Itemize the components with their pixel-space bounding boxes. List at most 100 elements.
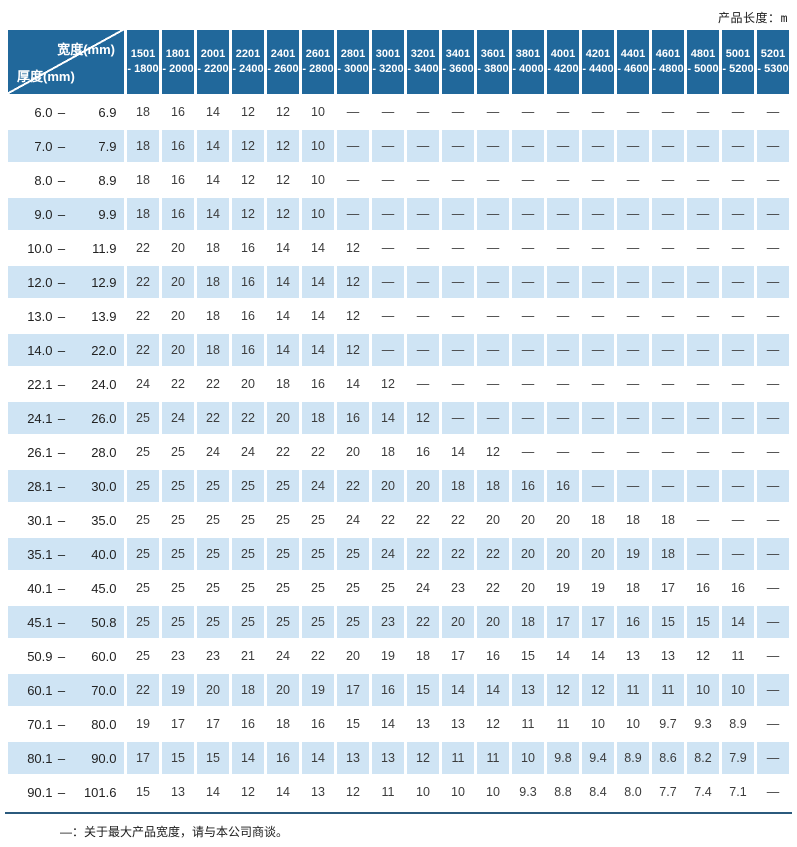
data-cell: 10	[407, 776, 439, 808]
data-cell: 25	[197, 470, 229, 502]
data-cell: 25	[127, 470, 159, 502]
data-cell: —	[442, 334, 474, 366]
row-label: 50.9– 60.0	[8, 640, 124, 672]
data-cell: 16	[407, 436, 439, 468]
range-dash: –	[57, 682, 66, 698]
data-cell: —	[372, 164, 404, 196]
data-cell: 20	[547, 538, 579, 570]
data-cell: 22	[477, 538, 509, 570]
data-cell: —	[582, 334, 614, 366]
data-cell: —	[442, 198, 474, 230]
data-cell: —	[652, 232, 684, 264]
data-cell: 19	[302, 674, 334, 706]
data-cell: —	[652, 266, 684, 298]
data-cell: 15	[512, 640, 544, 672]
thickness-from: 80.1	[27, 750, 53, 766]
data-cell: 12	[232, 130, 264, 162]
data-cell: 14	[197, 164, 229, 196]
data-cell: —	[652, 300, 684, 332]
data-cell: 22	[232, 402, 264, 434]
data-cell: —	[582, 402, 614, 434]
data-cell: —	[757, 334, 789, 366]
data-cell: 10	[302, 164, 334, 196]
data-cell: 10	[512, 742, 544, 774]
column-header: 4801- 5000	[687, 30, 719, 94]
column-header: 3401- 3600	[442, 30, 474, 94]
row-label: 8.0– 8.9	[8, 164, 124, 196]
data-cell: 18	[477, 470, 509, 502]
thickness-from: 6.0	[34, 104, 53, 120]
data-cell: 9.8	[547, 742, 579, 774]
data-cell: 10	[302, 96, 334, 128]
column-header: 3201- 3400	[407, 30, 439, 94]
table-row: 14.0–22.0 22 20 18 16 14 14 12— — — — — — — — — — — —	[8, 334, 789, 366]
data-cell: 21	[232, 640, 264, 672]
data-cell: —	[547, 402, 579, 434]
data-cell: —	[547, 130, 579, 162]
data-cell: —	[407, 232, 439, 264]
data-cell: —	[407, 300, 439, 332]
data-cell: 12	[267, 130, 299, 162]
corner-cell: 宽度(mm) 厚度(mm)	[8, 30, 124, 94]
data-cell: 25	[267, 606, 299, 638]
data-cell: 14	[267, 300, 299, 332]
row-label: 40.1– 45.0	[8, 572, 124, 604]
data-cell: —	[722, 504, 754, 536]
data-cell: 24	[372, 538, 404, 570]
data-cell: 19	[372, 640, 404, 672]
data-cell: 25	[302, 572, 334, 604]
data-cell: 25	[372, 572, 404, 604]
data-cell: —	[652, 368, 684, 400]
data-cell: —	[617, 470, 649, 502]
data-cell: 20	[162, 266, 194, 298]
data-cell: 20	[442, 606, 474, 638]
thickness-from: 8.0	[34, 172, 53, 188]
data-cell: 20	[477, 504, 509, 536]
column-header: 4201- 4400	[582, 30, 614, 94]
data-cell: 17	[582, 606, 614, 638]
data-cell: 9.3	[687, 708, 719, 740]
data-cell: 18	[197, 300, 229, 332]
data-cell: 12	[547, 674, 579, 706]
data-cell: 18	[302, 402, 334, 434]
row-label: 24.1– 26.0	[8, 402, 124, 434]
data-cell: 16	[512, 470, 544, 502]
data-cell: —	[582, 164, 614, 196]
data-cell: —	[722, 164, 754, 196]
spec-table: 宽度(mm) 厚度(mm) 1501- 1800 1801- 2000 2001- 22…	[5, 28, 792, 810]
data-cell: 18	[617, 504, 649, 536]
table-row: 9.0–9.9 18 16 14 12 12 10— — — — — — — — — — — — —	[8, 198, 789, 230]
data-cell: 12	[267, 164, 299, 196]
row-label: 14.0– 22.0	[8, 334, 124, 366]
data-cell: 20	[582, 538, 614, 570]
data-cell: —	[547, 96, 579, 128]
data-cell: —	[512, 436, 544, 468]
data-cell: —	[687, 96, 719, 128]
thickness-from: 45.1	[27, 614, 53, 630]
data-cell: 15	[127, 776, 159, 808]
thickness-to: 40.0	[91, 546, 117, 562]
data-cell: 14	[197, 198, 229, 230]
thickness-to: 9.9	[98, 206, 117, 222]
row-label: 60.1– 70.0	[8, 674, 124, 706]
data-cell: 12	[337, 266, 369, 298]
data-cell: —	[757, 266, 789, 298]
data-cell: —	[442, 402, 474, 434]
data-cell: —	[687, 436, 719, 468]
data-cell: 20	[232, 368, 264, 400]
data-cell: 22	[127, 334, 159, 366]
data-cell: 14	[267, 266, 299, 298]
data-cell: 22	[127, 674, 159, 706]
data-cell: 22	[337, 470, 369, 502]
data-cell: 14	[337, 368, 369, 400]
data-cell: 11	[442, 742, 474, 774]
data-cell: —	[687, 470, 719, 502]
data-cell: 20	[197, 674, 229, 706]
data-cell: 24	[302, 470, 334, 502]
row-label: 35.1– 40.0	[8, 538, 124, 570]
data-cell: 19	[582, 572, 614, 604]
data-cell: —	[442, 130, 474, 162]
thickness-from: 24.1	[27, 410, 53, 426]
data-cell: 25	[232, 470, 264, 502]
data-cell: —	[477, 130, 509, 162]
